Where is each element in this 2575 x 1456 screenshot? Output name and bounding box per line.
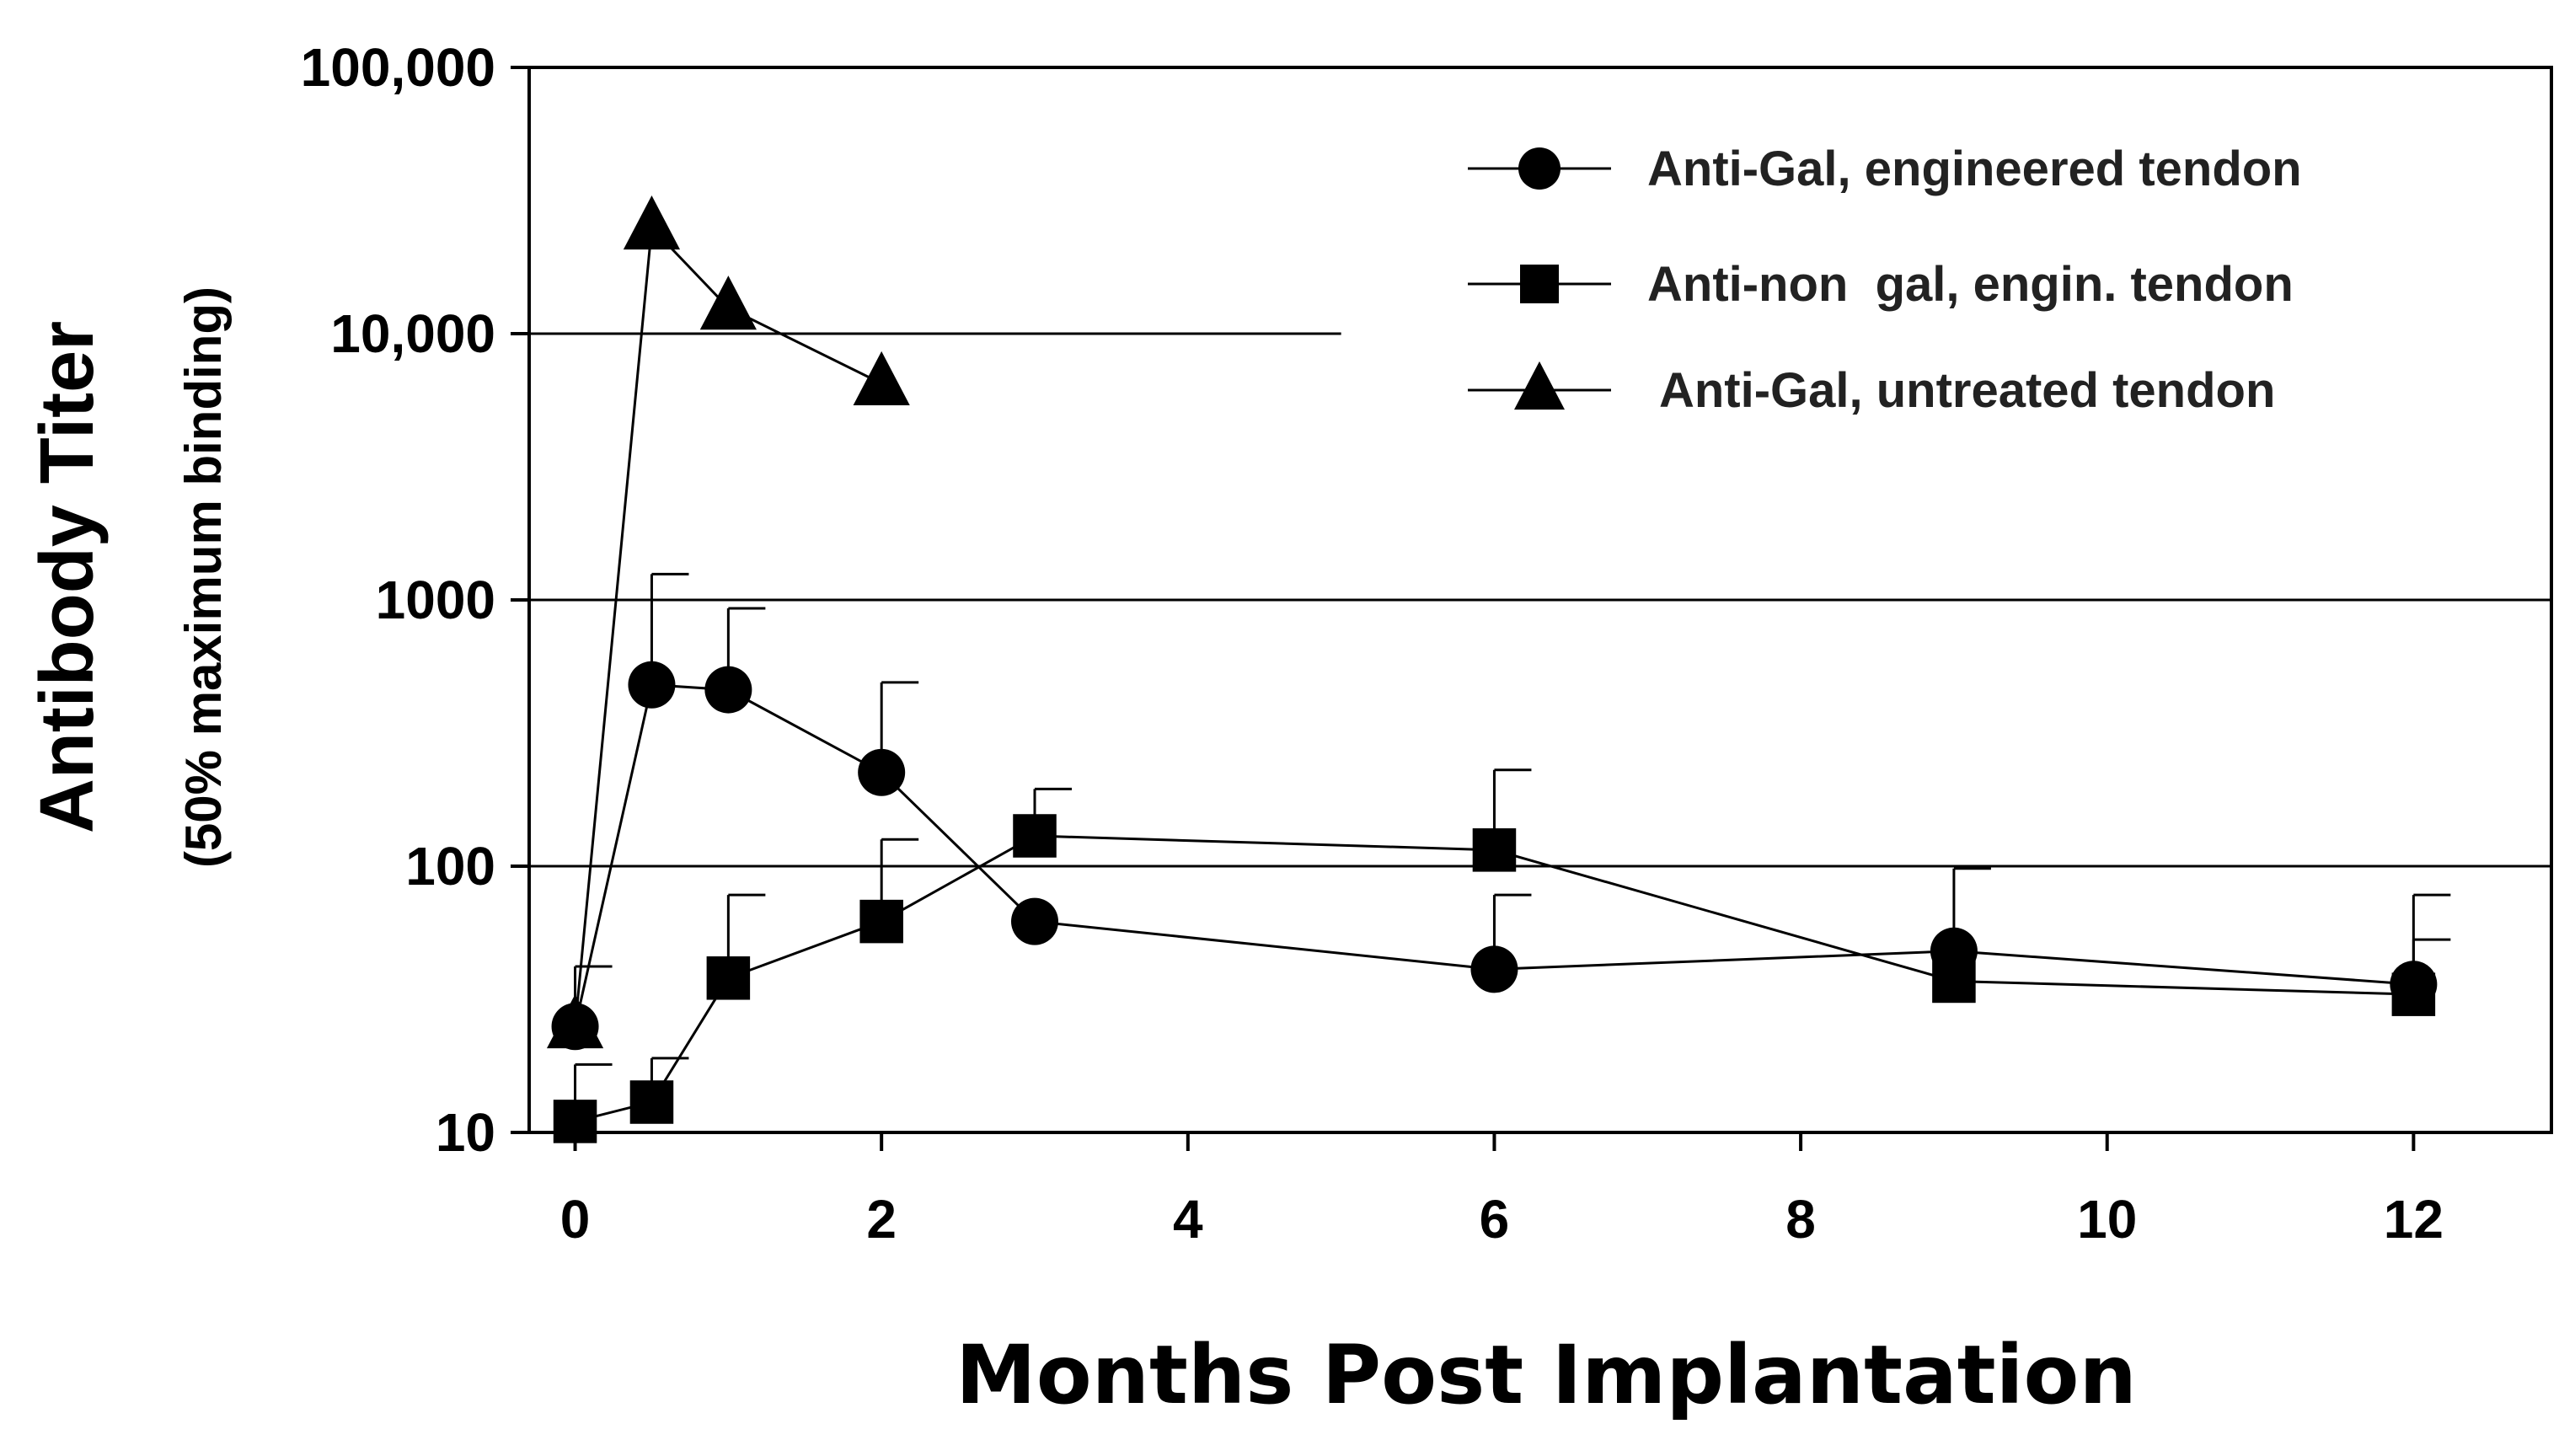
x-tick-label: 2: [866, 1189, 897, 1250]
legend-label: Anti-Gal, engineered tendon: [1647, 142, 2302, 196]
series-layer: [546, 195, 2451, 1143]
data-point-circle: [1011, 897, 1058, 945]
data-point-square: [629, 1080, 674, 1124]
legend-label: Anti-Gal, untreated tendon: [1647, 363, 2275, 418]
x-tick-label: 8: [1785, 1189, 1816, 1250]
y-tick-label: 10,000: [330, 303, 495, 364]
data-point-triangle: [853, 351, 910, 405]
data-point-square: [1932, 959, 1976, 1004]
legend-label: Anti-non gal, engin. tendon: [1647, 257, 2294, 312]
y-tick-label: 100: [405, 836, 495, 897]
series-triangle: [546, 195, 910, 1049]
y-tick-label: 10: [436, 1102, 495, 1163]
data-point-square: [2391, 972, 2436, 1016]
data-point-circle: [858, 748, 906, 796]
data-point-circle: [704, 666, 752, 714]
series-circle: [551, 572, 2451, 1051]
data-point-square: [553, 1100, 597, 1143]
legend-marker-circle: [1518, 147, 1561, 190]
series-line: [574, 224, 882, 1027]
data-point-triangle: [623, 195, 681, 250]
y-axis-sublabel: (50% maximum binding): [175, 286, 232, 868]
x-axis-label: Months Post Implantation: [956, 1328, 2137, 1422]
axis-ticks: 0 2 4 6 8 10 12 10 100 1000 10,000 100,000: [301, 37, 2444, 1250]
data-point-square: [859, 899, 903, 944]
legend-marker-square: [1520, 265, 1559, 303]
x-tick-label: 0: [560, 1189, 591, 1250]
data-point-triangle: [699, 276, 757, 330]
data-point-square: [1013, 814, 1057, 858]
x-tick-label: 6: [1480, 1189, 1510, 1250]
y-axis-label: Antibody Titer: [25, 321, 110, 833]
gridlines: [529, 332, 2551, 868]
data-point-circle: [1470, 945, 1518, 993]
y-tick-label: 100,000: [301, 37, 495, 98]
x-tick-label: 12: [2384, 1189, 2444, 1250]
legend-marker-triangle: [1514, 361, 1565, 410]
data-point-triangle: [546, 994, 604, 1049]
data-point-square: [1472, 828, 1517, 872]
data-point-square: [706, 956, 751, 1000]
x-tick-label: 10: [2077, 1189, 2137, 1250]
data-point-circle: [628, 661, 676, 709]
y-tick-label: 1000: [376, 570, 495, 630]
series-square: [553, 768, 2451, 1143]
legend: Anti-Gal, engineered tendon Anti-non gal,…: [1468, 142, 2302, 418]
x-tick-label: 4: [1173, 1189, 1203, 1250]
